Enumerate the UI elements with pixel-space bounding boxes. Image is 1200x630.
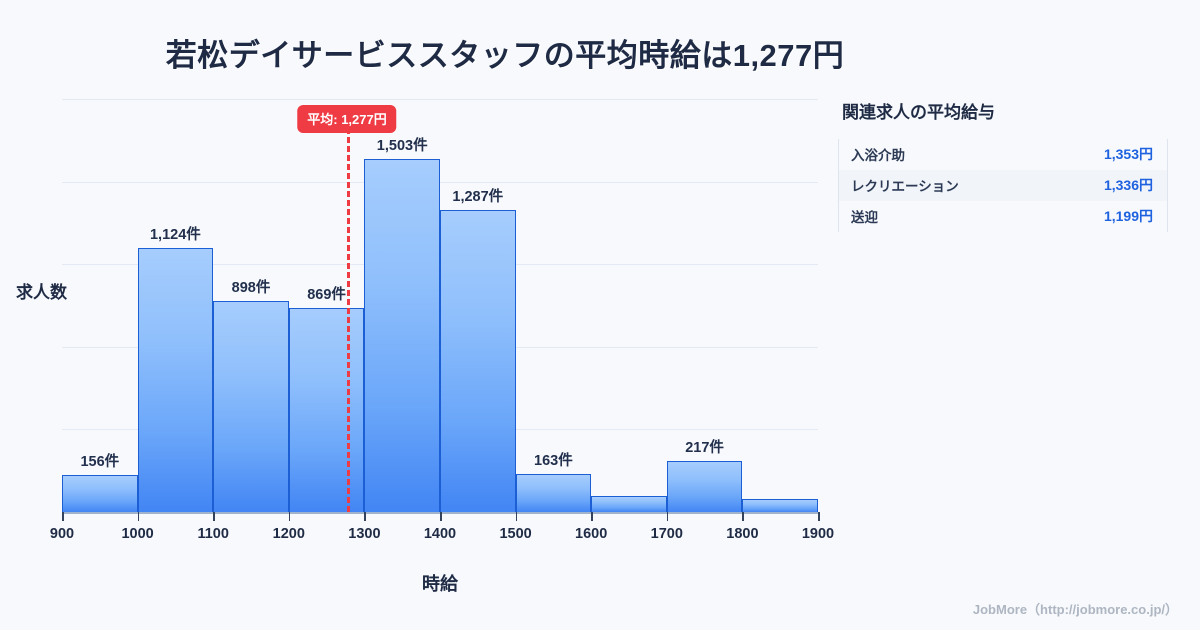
panel-row[interactable]: 送迎 1,199円 bbox=[839, 201, 1167, 232]
gridline bbox=[62, 182, 818, 183]
x-tick-mark bbox=[288, 512, 291, 521]
bar-series: 156件 1,124件 898件 869件 1,503件 1,287件 163件 217件 bbox=[62, 99, 818, 512]
panel-row-label: 入浴介助 bbox=[851, 148, 905, 163]
bar-value-label: 1,124件 bbox=[149, 227, 201, 244]
panel-row-label: レクリエーション bbox=[851, 179, 959, 194]
bar bbox=[62, 475, 138, 512]
panel-row-value: 1,199円 bbox=[1103, 208, 1153, 224]
x-axis-title: 時給 bbox=[422, 574, 458, 594]
bar-value-label: 869件 bbox=[307, 287, 346, 304]
x-tick-label: 900 bbox=[49, 526, 75, 542]
footer-attribution: JobMore（http://jobmore.co.jp/） bbox=[972, 602, 1178, 617]
x-tick-mark bbox=[440, 512, 442, 521]
x-tick-label: 1600 bbox=[575, 526, 608, 542]
plot-area: 156件 1,124件 898件 869件 1,503件 1,287件 163件 217件 bbox=[62, 99, 818, 512]
panel-table: 入浴介助 1,353円レクリエーション 1,336円送迎 1,199円 bbox=[838, 139, 1168, 232]
panel-row[interactable]: 入浴介助 1,353円 bbox=[839, 139, 1167, 170]
x-tick-mark bbox=[364, 512, 366, 521]
x-tick-label: 1300 bbox=[348, 526, 381, 542]
panel-row[interactable]: レクリエーション 1,336円 bbox=[839, 170, 1167, 201]
x-tick-label: 1400 bbox=[423, 526, 457, 542]
x-tick-mark bbox=[213, 512, 215, 521]
x-axis-ticks: 900 1000 1100 1200 1300 1400 1500 1600 1700 1800 1… bbox=[0, 512, 840, 552]
x-tick-mark bbox=[62, 512, 64, 521]
x-tick-mark bbox=[666, 512, 669, 521]
bar bbox=[364, 159, 440, 512]
bar-value-label: 163件 bbox=[534, 452, 573, 469]
related-salary-panel: 関連求人の平均給与 入浴介助 1,353円レクリエーション 1,336円送迎 1,19… bbox=[838, 98, 1168, 232]
x-tick-label: 1000 bbox=[121, 526, 154, 542]
x-tick-mark bbox=[515, 512, 518, 521]
panel-title: 関連求人の平均給与 bbox=[842, 103, 995, 122]
bar-value-label: 217件 bbox=[685, 440, 724, 457]
bar bbox=[515, 473, 592, 512]
bar-value-label: 898件 bbox=[231, 280, 271, 297]
x-tick-label: 1700 bbox=[650, 526, 683, 542]
x-tick-mark bbox=[818, 512, 820, 521]
x-tick-label: 1900 bbox=[801, 526, 835, 542]
bar bbox=[591, 495, 667, 512]
x-tick-label: 1800 bbox=[726, 526, 759, 542]
page-title: 若松デイサービススタッフの平均時給は1,277円 bbox=[165, 38, 845, 73]
bar-value-label: 1,287件 bbox=[452, 189, 504, 205]
panel-row-value: 1,336円 bbox=[1103, 177, 1153, 193]
bar bbox=[742, 499, 818, 512]
x-tick-label: 1200 bbox=[272, 526, 305, 542]
bar bbox=[137, 248, 214, 512]
bar-value-label: 156件 bbox=[80, 454, 120, 471]
bar bbox=[288, 308, 365, 512]
x-tick-label: 1100 bbox=[197, 526, 229, 542]
x-tick-mark bbox=[137, 512, 140, 521]
x-tick-mark bbox=[742, 512, 744, 521]
x-tick-label: 1500 bbox=[499, 526, 532, 542]
bar-value-label: 1,503件 bbox=[376, 138, 428, 155]
histogram-chart: 156件 1,124件 898件 869件 1,503件 1,287件 163件 217件 平… bbox=[0, 99, 840, 594]
x-tick-mark bbox=[591, 512, 593, 521]
bar bbox=[666, 461, 743, 512]
average-line bbox=[347, 128, 350, 512]
gridline bbox=[62, 99, 818, 100]
bar bbox=[213, 301, 289, 512]
bar bbox=[440, 210, 516, 512]
panel-row-value: 1,353円 bbox=[1103, 146, 1153, 162]
panel-row-label: 送迎 bbox=[851, 210, 878, 225]
average-badge: 平均: 1,277円 bbox=[297, 105, 397, 133]
y-axis-title: 求人数 bbox=[16, 283, 67, 302]
